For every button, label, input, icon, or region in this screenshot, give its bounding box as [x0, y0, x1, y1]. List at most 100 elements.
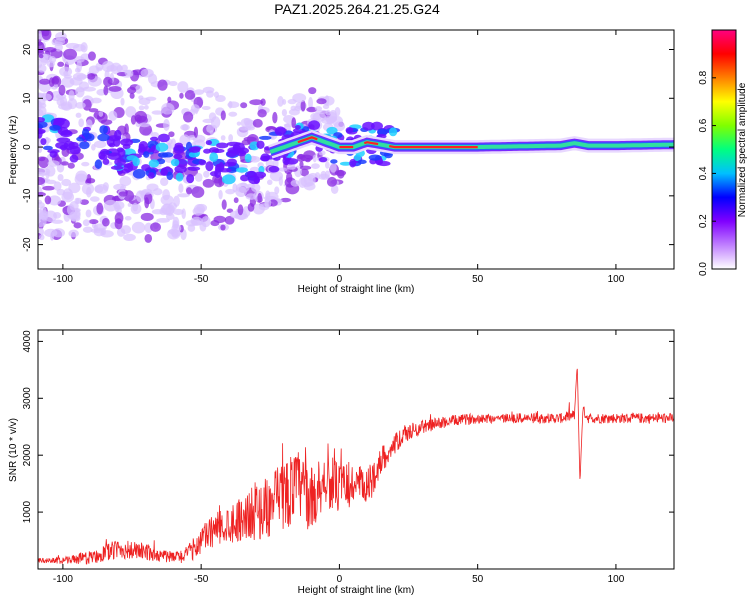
spectrogram-noise-blob	[286, 165, 296, 170]
spectrogram-noise-blob	[38, 54, 44, 59]
snr-y-label: SNR (10 * v/v)	[8, 418, 19, 482]
spectrogram-noise-blob	[194, 172, 203, 182]
spectrogram-noise-blob	[182, 111, 194, 123]
spectrogram-ridge-blob	[60, 130, 73, 138]
x-tick-label: 100	[608, 574, 625, 585]
spectrogram-noise-blob	[168, 131, 175, 138]
spectrogram-noise-blob	[312, 154, 317, 163]
spectrogram-ridge-blob	[377, 161, 391, 167]
spectrogram-noise-blob	[70, 214, 81, 222]
spectrogram-noise-blob	[257, 192, 262, 203]
spectrogram-noise-blob	[82, 219, 90, 227]
x-tick-label: 50	[472, 574, 484, 585]
spectrogram-ridge-blob	[160, 168, 169, 176]
spectrogram-ridge-blob	[114, 129, 122, 140]
x-tick-label: 0	[337, 274, 343, 285]
x-tick-label: -50	[194, 274, 209, 285]
spectrogram-noise-blob	[73, 222, 82, 229]
spectrogram-noise-blob	[311, 163, 320, 170]
spectrogram-noise-blob	[228, 100, 233, 109]
spectrogram-noise-blob	[308, 87, 317, 95]
spectrogram-noise-blob	[303, 150, 316, 160]
spectrogram-noise-blob	[75, 170, 88, 182]
spectrogram-ridge-blob	[173, 153, 183, 160]
spectrogram-noise-blob	[308, 97, 313, 109]
spectrogram-noise-blob	[103, 199, 118, 212]
spectrogram-ridge-blob	[186, 174, 195, 184]
spectrogram-ridge-blob	[227, 147, 242, 154]
spectrogram-ridge-blob	[69, 154, 79, 163]
spectrogram-noise-blob	[171, 224, 182, 233]
spectrogram-noise-blob	[132, 202, 139, 212]
y-tick-label: 0	[22, 144, 33, 150]
spectrogram-noise-blob	[171, 231, 179, 239]
spectrogram-ridge-blob	[370, 121, 383, 131]
spectrogram-ridge-blob	[285, 158, 299, 165]
spectrogram-noise-blob	[144, 192, 153, 205]
snr-frame	[37, 329, 675, 570]
ridge-core-segment	[388, 145, 478, 149]
spectrogram-noise-blob	[90, 97, 102, 104]
spectrogram-noise-blob	[330, 184, 339, 194]
spectrogram-noise-blob	[151, 209, 164, 215]
spectrogram-noise-blob	[56, 188, 66, 196]
spectrogram-noise-blob	[140, 212, 154, 222]
spectrogram-ridge-blob	[198, 159, 207, 166]
spectrogram-noise-blob	[292, 93, 307, 103]
spectrogram-noise-blob	[202, 86, 215, 94]
x-tick-label: -100	[53, 274, 73, 285]
spectrogram-noise-blob	[88, 51, 96, 61]
colorbar-label: Normalized spectral amplitude	[737, 82, 748, 217]
spectrogram-noise-blob	[156, 218, 170, 223]
spectrogram-noise-blob	[78, 118, 84, 128]
spectrogram-ridge-blob	[318, 156, 328, 163]
spectrogram-noise-blob	[202, 178, 215, 188]
spectrogram-noise-blob	[38, 64, 47, 73]
spectrogram-ridge-blob	[147, 172, 155, 179]
spectrogram-noise-blob	[199, 221, 207, 232]
y-tick-label: 10	[22, 92, 33, 104]
spectrogram-noise-blob	[38, 41, 43, 46]
spectrogram-noise-blob	[114, 212, 124, 224]
spectrogram-noise-blob	[329, 162, 337, 173]
spectrogram-ridge-blob	[38, 121, 48, 129]
spectrogram-ridge-blob	[216, 142, 229, 149]
spectrogram-noise-blob	[168, 81, 178, 87]
spectrogram-noise-blob	[235, 182, 250, 193]
spectrogram-noise-blob	[44, 210, 57, 223]
spectrogram-noise-blob	[38, 144, 43, 153]
spectrogram-noise-blob	[249, 155, 261, 163]
spectrogram-y-ticks: -20 -10 0 10 20	[22, 44, 674, 252]
spectrogram-noise-blob	[138, 122, 151, 128]
spectrogram-noise-blob	[220, 110, 226, 121]
spectrogram-noise-blob	[38, 156, 49, 169]
spectrogram-noise-blob	[75, 101, 86, 109]
spectrogram-noise-blob	[144, 105, 149, 110]
spectrogram-ridge-blob	[345, 127, 354, 134]
spectrogram-noise-blob	[237, 204, 244, 216]
spectrogram-noise-blob	[247, 202, 255, 212]
spectrogram-ridge-blob	[326, 126, 338, 135]
spectrogram-noise-blob	[53, 181, 62, 191]
spectrogram-ridge-blob	[143, 151, 150, 158]
spectrogram-noise-blob	[203, 170, 210, 178]
spectrogram-noise-blob	[79, 199, 89, 206]
spectrogram-ridge-blob	[218, 161, 225, 172]
spectrogram-noise-blob	[233, 197, 239, 204]
spectrogram-noise-blob	[163, 119, 170, 131]
spectrogram-ridge-blob	[175, 172, 184, 182]
spectrogram-noise-blob	[75, 112, 82, 118]
spectrogram-noise-blob	[102, 217, 110, 227]
spectrogram-noise-blob	[94, 185, 104, 193]
spectrogram-noise-blob	[69, 201, 79, 211]
spectrogram-ridge-blob	[205, 161, 214, 172]
spectrogram-noise-blob	[260, 98, 266, 106]
spectrogram-noise-blob	[61, 178, 72, 187]
spectrogram-noise-blob	[65, 42, 80, 49]
spectrogram-noise-blob	[220, 135, 226, 141]
spectrogram-ridge-blob	[357, 159, 367, 165]
spectrogram-noise-blob	[244, 126, 255, 131]
y-tick-label: -10	[22, 188, 33, 203]
spectrogram-noise-blob	[75, 197, 82, 204]
spectrogram-noise-blob	[41, 30, 52, 41]
